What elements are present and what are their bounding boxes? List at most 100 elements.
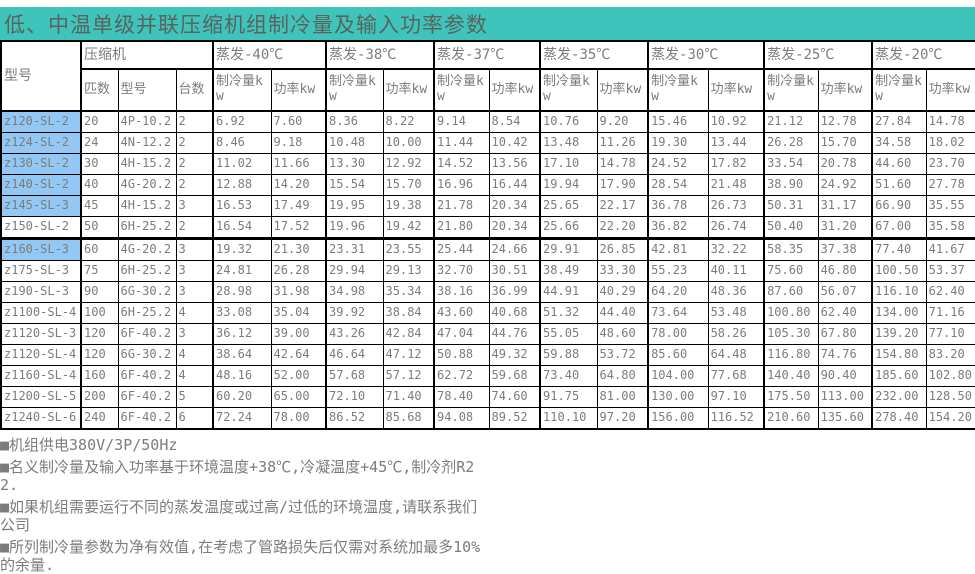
data-cell: 62.40 [817, 302, 873, 324]
data-cell: 4H-15.2 [117, 195, 177, 217]
data-cell: 34.58 [871, 132, 927, 154]
column-header-units: 台数 [175, 68, 214, 112]
data-cell: 140.40 [763, 365, 819, 387]
data-cell: 24.66 [488, 238, 541, 261]
data-cell: 71.16 [925, 302, 975, 324]
data-cell: 90 [80, 281, 119, 303]
data-cell: 50 [80, 216, 119, 240]
data-cell: 2 [175, 153, 214, 175]
temp-group-header: 蒸发-20℃ [871, 40, 975, 70]
data-cell: 128.50 [925, 386, 975, 408]
data-cell: 97.10 [707, 386, 765, 408]
data-cell: 16.44 [488, 174, 541, 196]
column-header-compressor: 压缩机 [80, 40, 214, 70]
data-cell: 29.13 [382, 260, 435, 282]
data-cell: 200 [80, 386, 119, 408]
temp-group-header: 蒸发-37℃ [433, 40, 541, 70]
data-cell: 6H-25.2 [117, 302, 177, 324]
data-cell: 8.46 [212, 132, 272, 154]
data-cell: 21.48 [707, 174, 765, 196]
data-cell: 21.12 [763, 110, 819, 133]
data-cell: 15.70 [382, 174, 435, 196]
data-cell: 8.54 [488, 110, 541, 133]
data-cell: 9.20 [596, 110, 649, 133]
data-cell: 6F-40.2 [117, 323, 177, 345]
data-cell: 45 [80, 195, 119, 217]
data-cell: 74.60 [488, 386, 541, 408]
data-cell: 100.80 [763, 302, 819, 324]
data-cell: 44.91 [539, 281, 598, 303]
note-item: ■如果机组需要运行不同的蒸发温度或过高/过低的环境温度,请联系我们公司 [0, 498, 478, 534]
data-cell: 58.35 [763, 238, 819, 261]
model-cell: z1120-SL-4 [0, 344, 82, 366]
data-cell: 51.32 [539, 302, 598, 324]
data-cell: 160 [80, 365, 119, 387]
column-header-cooling: 制冷量kw [433, 68, 490, 112]
data-cell: 21.80 [433, 216, 490, 240]
data-cell: 62.72 [433, 365, 490, 387]
data-cell: 38.64 [212, 344, 272, 366]
data-cell: 77.40 [871, 238, 927, 261]
data-cell: 55.23 [647, 260, 709, 282]
data-cell: 154.80 [871, 344, 927, 366]
data-cell: 29.91 [539, 238, 598, 261]
data-cell: 74.76 [817, 344, 873, 366]
temp-group-header: 蒸发-35℃ [539, 40, 649, 70]
data-cell: 13.48 [539, 132, 598, 154]
column-header-power: 功率kw [596, 68, 649, 112]
column-header-cooling: 制冷量kw [539, 68, 598, 112]
data-cell: 14.78 [925, 110, 975, 133]
data-cell: 71.40 [382, 386, 435, 408]
table-row: z190-SL-3 90 6G-30.2 3 28.98 31.98 34.98 35.34 3… [0, 281, 975, 303]
data-cell: 29.94 [325, 260, 384, 282]
data-cell: 4 [175, 344, 214, 366]
data-cell: 4 [175, 365, 214, 387]
data-cell: 59.88 [539, 344, 598, 366]
data-cell: 44.60 [871, 153, 927, 175]
data-cell: 64.80 [596, 365, 649, 387]
table-row: z1240-SL-6 240 6F-40.2 6 72.24 78.00 86.52 85.6… [0, 407, 975, 430]
data-cell: 35.55 [925, 195, 975, 217]
data-cell: 6H-25.2 [117, 260, 177, 282]
model-cell: z124-SL-2 [0, 132, 82, 154]
data-cell: 19.38 [382, 195, 435, 217]
data-cell: 78.40 [433, 386, 490, 408]
note-item: ■机组供电380V/3P/50Hz [0, 436, 178, 454]
data-cell: 102.80 [925, 365, 975, 387]
data-cell: 85.60 [647, 344, 709, 366]
data-cell: 52.00 [270, 365, 327, 387]
data-cell: 3 [175, 281, 214, 303]
data-cell: 42.84 [382, 323, 435, 345]
data-cell: 75.60 [763, 260, 819, 282]
data-cell: 17.82 [707, 153, 765, 175]
data-cell: 19.30 [647, 132, 709, 154]
data-cell: 17.52 [270, 216, 327, 240]
data-cell: 22.20 [596, 216, 649, 240]
data-cell: 32.70 [433, 260, 490, 282]
data-cell: 26.74 [707, 216, 765, 240]
page-title-text: 低、中温单级并联压缩机组制冷量及输入功率参数 [4, 12, 488, 37]
data-cell: 105.30 [763, 323, 819, 345]
data-cell: 21.30 [270, 238, 327, 261]
model-cell: z190-SL-3 [0, 281, 82, 303]
data-cell: 8.36 [325, 110, 384, 133]
table-row: z1120-SL-3 120 6F-40.2 3 36.12 39.00 43.26 42.8… [0, 323, 975, 345]
data-cell: 20.34 [488, 216, 541, 240]
temp-group-header: 蒸发-30℃ [647, 40, 765, 70]
data-cell: 23.55 [382, 238, 435, 261]
data-cell: 37.38 [817, 238, 873, 261]
data-cell: 35.04 [270, 302, 327, 324]
data-cell: 6.92 [212, 110, 272, 133]
table-row: z1160-SL-4 160 6F-40.2 4 48.16 52.00 57.68 57.1… [0, 365, 975, 387]
data-cell: 33.30 [596, 260, 649, 282]
data-cell: 44.40 [596, 302, 649, 324]
data-cell: 3 [175, 260, 214, 282]
data-cell: 130.00 [647, 386, 709, 408]
data-cell: 3 [175, 195, 214, 217]
data-cell: 17.49 [270, 195, 327, 217]
data-cell: 43.60 [433, 302, 490, 324]
data-cell: 40.29 [596, 281, 649, 303]
column-header-power: 功率kw [925, 68, 975, 112]
data-cell: 2 [175, 132, 214, 154]
data-cell: 100 [80, 302, 119, 324]
